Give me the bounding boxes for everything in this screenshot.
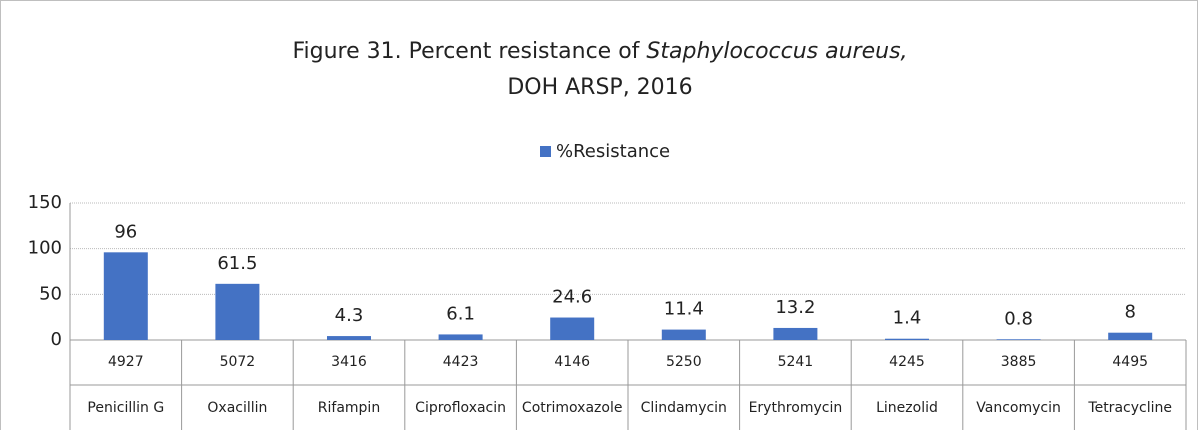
x-tick-label: Vancomycin bbox=[976, 400, 1061, 416]
bar bbox=[438, 334, 483, 340]
x-tick-count: 3885 bbox=[1001, 354, 1037, 370]
x-tick-label: Linezolid bbox=[876, 400, 938, 416]
data-label: 13.2 bbox=[775, 297, 815, 318]
data-label: 1.4 bbox=[893, 308, 922, 329]
x-tick-count: 4927 bbox=[108, 354, 144, 370]
chart-title: Figure 31. Percent resistance of Staphylo… bbox=[292, 39, 907, 64]
data-label: 61.5 bbox=[217, 253, 257, 274]
bar bbox=[550, 317, 595, 340]
data-label: 11.4 bbox=[664, 299, 704, 320]
bar bbox=[773, 327, 818, 340]
legend-label: %Resistance bbox=[556, 141, 670, 162]
y-tick-label: 100 bbox=[28, 238, 62, 259]
title-part: Figure 31. Percent resistance of bbox=[292, 39, 640, 64]
x-tick-label: Penicillin G bbox=[87, 400, 164, 416]
x-tick-count: 5250 bbox=[666, 354, 702, 370]
x-tick-count: 4423 bbox=[443, 354, 479, 370]
chart-subtitle: DOH ARSP, 2016 bbox=[507, 75, 692, 100]
bar bbox=[1108, 332, 1153, 340]
bar bbox=[327, 336, 371, 340]
x-tick-count: 3416 bbox=[331, 354, 367, 370]
x-tick-label: Cotrimoxazole bbox=[522, 400, 623, 416]
data-label: 6.1 bbox=[446, 303, 475, 324]
x-tick-label: Tetracycline bbox=[1087, 400, 1172, 416]
x-tick-count: 4245 bbox=[889, 354, 925, 370]
x-tick-label: Ciprofloxacin bbox=[415, 400, 506, 416]
data-label: 24.6 bbox=[552, 287, 592, 308]
x-tick-count: 4146 bbox=[554, 354, 590, 370]
y-tick-label: 50 bbox=[39, 283, 62, 304]
data-label: 96 bbox=[114, 221, 137, 242]
x-tick-count: 5241 bbox=[778, 354, 814, 370]
bar bbox=[996, 339, 1041, 340]
y-tick-label: 150 bbox=[28, 192, 62, 213]
x-tick-count: 5072 bbox=[220, 354, 256, 370]
x-tick-label: Rifampin bbox=[318, 400, 380, 416]
bar bbox=[661, 329, 706, 340]
x-tick-label: Oxacillin bbox=[207, 400, 267, 416]
x-tick-label: Erythromycin bbox=[749, 400, 843, 416]
title-italic: Staphylococcus aureus, bbox=[646, 39, 907, 64]
data-label: 4.3 bbox=[335, 305, 364, 326]
x-tick-label: Clindamycin bbox=[641, 400, 727, 416]
x-tick-count: 4495 bbox=[1112, 354, 1148, 370]
bar bbox=[103, 252, 148, 340]
legend-swatch bbox=[540, 146, 551, 157]
y-tick-label: 0 bbox=[51, 329, 62, 350]
bar bbox=[215, 283, 260, 340]
data-label: 0.8 bbox=[1004, 308, 1033, 329]
data-label: 8 bbox=[1124, 302, 1135, 323]
bar bbox=[885, 338, 929, 340]
